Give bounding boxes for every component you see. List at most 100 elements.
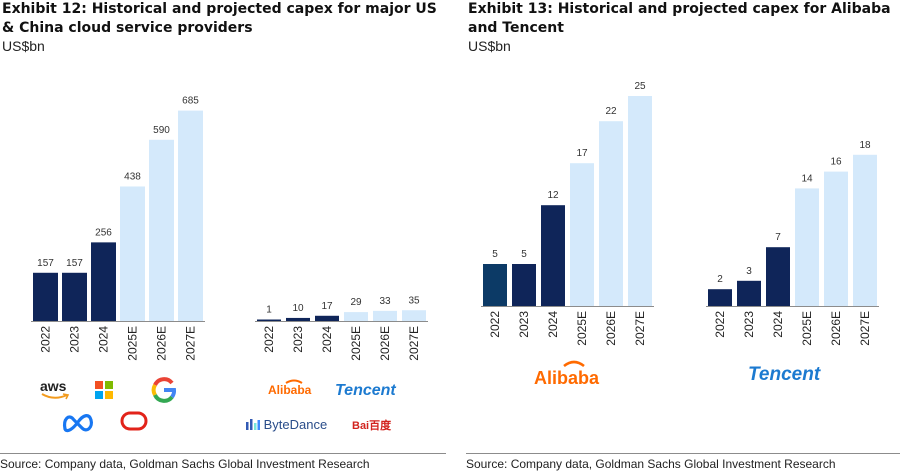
ex12-us-cloud-service-providers-value-2027E: 685 [182, 96, 199, 107]
ex13-tencent-bar-2027E [853, 154, 877, 306]
microsoft-logo [95, 381, 113, 404]
exhibit-13-rule [466, 453, 900, 454]
ex13-tencent-tick-2025E: 2025E [800, 311, 814, 346]
ex12-us-cloud-service-providers-bar-2027E [178, 110, 203, 321]
ex13-tencent-value-2023: 3 [746, 266, 752, 277]
ex13-tencent-bar-2025E [795, 188, 819, 306]
ex12-china-cloud-service-providers-tick-2023: 2023 [291, 326, 305, 353]
exhibit-12-panel: Exhibit 12: Historical and projected cap… [0, 0, 446, 476]
aws-logo: aws [40, 378, 70, 400]
ex12-china-cloud-service-providers-value-2025E: 29 [350, 297, 362, 308]
exhibit-13-source: Source: Company data, Goldman Sachs Glob… [466, 457, 836, 471]
exhibit-13-panel: Exhibit 13: Historical and projected cap… [466, 0, 900, 476]
microsoft-icon [95, 381, 113, 399]
ex13-alibaba-value-2025E: 17 [576, 148, 588, 159]
ex13-tencent-bar-2026E [824, 171, 848, 306]
ex12-china-cloud-service-providers-value-2024: 17 [321, 301, 333, 312]
exhibit-12-chart: 157 2022 157 2023 256 2024 438 2025E 590 2026E 685… [31, 96, 428, 361]
ex13-tencent-value-2025E: 14 [801, 173, 813, 184]
ex13-alibaba-value-2024: 12 [547, 190, 559, 201]
bytedance-logo: ByteDance [246, 417, 327, 432]
bytedance-icon [246, 419, 260, 430]
ex13-tencent-value-2024: 7 [775, 232, 781, 243]
ex13-alibaba-value-2026E: 22 [605, 106, 617, 117]
ex13-alibaba-bar-2026E [599, 121, 623, 306]
ex12-us-cloud-service-providers-tick-2026E: 2026E [155, 326, 169, 361]
exhibit-12-source: Source: Company data, Goldman Sachs Glob… [0, 457, 370, 471]
exhibit-13-chart: 5 2022 5 2023 12 2024 17 2025E 22 2026E 25 2027E 2 20… [481, 81, 879, 346]
ex13-alibaba-bar-2025E [570, 163, 594, 306]
ex13-alibaba-value-2027E: 25 [634, 81, 646, 92]
ex13-alibaba-bar-2027E [628, 96, 652, 306]
ex12-us-cloud-service-providers-tick-2023: 2023 [68, 326, 82, 353]
alibaba-large-smile-icon [563, 360, 585, 368]
ex13-tencent-value-2027E: 18 [859, 140, 871, 151]
alibaba-smile-icon [285, 379, 303, 384]
ex13-alibaba-tick-2023: 2023 [517, 311, 531, 338]
ex12-china-cloud-service-providers-bar-2026E [373, 310, 397, 321]
alibaba-logo-large: Alibaba [534, 359, 599, 388]
ex13-alibaba-tick-2022: 2022 [488, 311, 502, 338]
exhibit-13-title: Exhibit 13: Historical and projected cap… [468, 1, 891, 36]
ex12-us-cloud-service-providers-value-2022: 157 [37, 258, 54, 269]
ex12-us-cloud-service-providers-value-2024: 256 [95, 227, 112, 238]
exhibit-12-title: Exhibit 12: Historical and projected cap… [2, 1, 437, 36]
alibaba-large-wordmark: Alibaba [534, 368, 600, 388]
ex12-china-cloud-service-providers-bar-2022 [257, 319, 281, 321]
ex13-alibaba-bar-2023 [512, 264, 536, 306]
ex12-china-cloud-service-providers-value-2022: 1 [266, 305, 272, 316]
ex13-tencent-tick-2022: 2022 [713, 311, 727, 338]
ex13-tencent-bar-2024 [766, 247, 790, 306]
google-icon [151, 377, 177, 403]
ex13-tencent-value-2026E: 16 [830, 157, 842, 168]
ex13-alibaba-bar-2024 [541, 205, 565, 306]
ex13-tencent-tick-2027E: 2027E [858, 311, 872, 346]
alibaba-wordmark: Alibaba [268, 383, 312, 397]
ex12-us-cloud-service-providers-tick-2025E: 2025E [126, 326, 140, 361]
ex12-china-cloud-service-providers-bar-2025E [344, 312, 368, 321]
exhibit-12-rule [0, 453, 446, 454]
ex12-us-cloud-service-providers-bar-2023 [62, 272, 87, 321]
ex12-us-cloud-service-providers-bar-2025E [120, 186, 145, 321]
tencent-logo-small: Tencent [335, 382, 396, 399]
ex13-alibaba-tick-2026E: 2026E [604, 311, 618, 346]
ex12-china-cloud-service-providers-bar-2027E [402, 310, 426, 321]
ex12-us-cloud-service-providers-value-2026E: 590 [153, 125, 170, 136]
ex12-china-cloud-service-providers-tick-2024: 2024 [320, 326, 334, 353]
ex12-china-cloud-service-providers-tick-2027E: 2027E [407, 326, 421, 361]
baidu-logo: Bai百度 [352, 420, 392, 432]
ex13-tencent-tick-2024: 2024 [771, 311, 785, 338]
ex13-tencent-value-2022: 2 [717, 274, 723, 285]
oracle-logo [120, 411, 148, 436]
meta-icon [63, 414, 93, 433]
ex13-alibaba-tick-2025E: 2025E [575, 311, 589, 346]
ex13-tencent-bar-2022 [708, 289, 732, 306]
ex13-alibaba-tick-2027E: 2027E [633, 311, 647, 346]
tencent-logo-large: Tencent [748, 364, 821, 385]
ex13-alibaba-bar-2022 [483, 264, 507, 306]
ex12-us-cloud-service-providers-value-2023: 157 [66, 258, 83, 269]
ex12-china-cloud-service-providers-value-2026E: 33 [379, 296, 391, 307]
ex12-us-cloud-service-providers-bar-2024 [91, 242, 116, 321]
exhibit-12-unit: US$bn [2, 38, 45, 54]
oracle-icon [120, 411, 148, 431]
exhibit-13-unit: US$bn [468, 38, 511, 54]
ex13-alibaba-value-2023: 5 [521, 249, 527, 260]
ex12-china-cloud-service-providers-value-2027E: 35 [408, 295, 420, 306]
ex12-china-cloud-service-providers-value-2023: 10 [292, 303, 304, 314]
ex12-us-cloud-service-providers-tick-2027E: 2027E [184, 326, 198, 361]
ex12-china-cloud-service-providers-tick-2026E: 2026E [378, 326, 392, 361]
ex13-alibaba-value-2022: 5 [492, 249, 498, 260]
ex13-tencent-bar-2023 [737, 280, 761, 306]
ex12-us-cloud-service-providers-bar-2022 [33, 272, 58, 321]
ex12-us-cloud-service-providers-value-2025E: 438 [124, 171, 141, 182]
meta-logo [61, 411, 95, 438]
ex13-tencent-tick-2026E: 2026E [829, 311, 843, 346]
aws-wordmark: aws [40, 378, 67, 394]
ex13-alibaba-tick-2024: 2024 [546, 311, 560, 338]
ex13-tencent-tick-2023: 2023 [742, 311, 756, 338]
ex12-china-cloud-service-providers-bar-2023 [286, 317, 310, 321]
ex12-us-cloud-service-providers-tick-2022: 2022 [39, 326, 53, 353]
alibaba-logo-small: Alibaba [268, 379, 312, 399]
google-logo [151, 377, 177, 408]
